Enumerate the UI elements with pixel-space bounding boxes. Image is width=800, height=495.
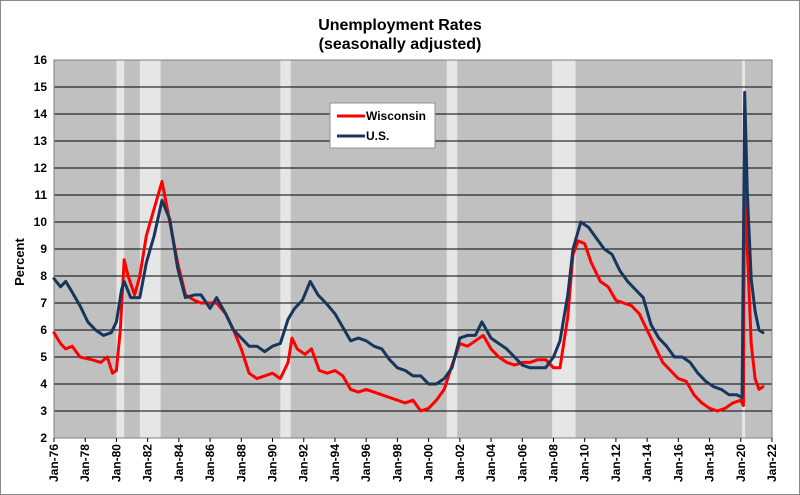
x-tick-label: Jan-08 <box>546 444 560 482</box>
y-axis-ticks: 2 3 4 5 6 7 8 9 10 11 12 13 14 15 16 <box>34 53 48 445</box>
x-tick-label: Jan-16 <box>671 444 685 482</box>
y-tick-label: 12 <box>34 161 48 175</box>
x-tick-label: Jan-00 <box>422 444 436 482</box>
legend-label-us: U.S. <box>366 129 389 143</box>
x-tick-label: Jan-88 <box>234 444 248 482</box>
x-tick-label: Jan-14 <box>640 444 654 482</box>
y-tick-label: 11 <box>34 188 47 202</box>
x-tick-label: Jan-86 <box>203 444 217 482</box>
series-lines <box>52 90 765 413</box>
series-line-wisconsin <box>52 109 765 413</box>
y-tick-label: 15 <box>34 80 48 94</box>
y-tick-label: 7 <box>40 296 47 310</box>
x-tick-label: Jan-76 <box>47 444 61 482</box>
x-tick-label: Jan-10 <box>578 444 592 482</box>
series-line-us <box>52 90 765 399</box>
y-tick-label: 6 <box>40 323 47 337</box>
x-tick-label: Jan-84 <box>172 444 186 482</box>
y-tick-label: 14 <box>34 107 48 121</box>
x-tick-label: Jan-18 <box>703 444 717 482</box>
y-tick-label: 9 <box>40 242 47 256</box>
x-tick-label: Jan-22 <box>765 444 779 482</box>
y-tick-label: 4 <box>40 377 47 391</box>
y-tick-label: 5 <box>40 350 47 364</box>
chart-title: Unemployment Rates <box>318 17 482 34</box>
legend-label-wisconsin: Wisconsin <box>366 109 426 123</box>
y-tick-label: 13 <box>34 134 48 148</box>
y-axis-label: Percent <box>12 237 27 285</box>
x-tick-label: Jan-06 <box>515 444 529 482</box>
x-tick-label: Jan-02 <box>453 444 467 482</box>
legend-box <box>329 102 436 149</box>
x-tick-label: Jan-20 <box>734 444 748 482</box>
x-tick-label: Jan-94 <box>328 444 342 482</box>
legend: Wisconsin U.S. <box>329 102 436 149</box>
x-tick-label: Jan-78 <box>78 444 92 482</box>
y-tick-label: 10 <box>34 215 48 229</box>
plot-border <box>53 59 773 439</box>
x-tick-label: Jan-98 <box>390 444 404 482</box>
y-tick-label: 8 <box>40 269 47 283</box>
chart-subtitle: (seasonally adjusted) <box>319 36 482 53</box>
y-tick-label: 16 <box>34 53 48 67</box>
gridlines <box>54 59 772 439</box>
x-axis-ticks: Jan-76 Jan-78 Jan-80 Jan-82 Jan-84 Jan-86 Jan-… <box>47 438 779 482</box>
x-tick-label: Jan-82 <box>141 444 155 482</box>
y-tick-label: 3 <box>40 404 47 418</box>
x-tick-label: Jan-80 <box>109 444 123 482</box>
x-tick-label: Jan-04 <box>484 444 498 482</box>
x-tick-label: Jan-92 <box>297 444 311 482</box>
x-tick-label: Jan-12 <box>609 444 623 482</box>
y-tick-label: 2 <box>40 431 47 445</box>
x-tick-label: Jan-96 <box>359 444 373 482</box>
x-tick-label: Jan-90 <box>266 444 280 482</box>
